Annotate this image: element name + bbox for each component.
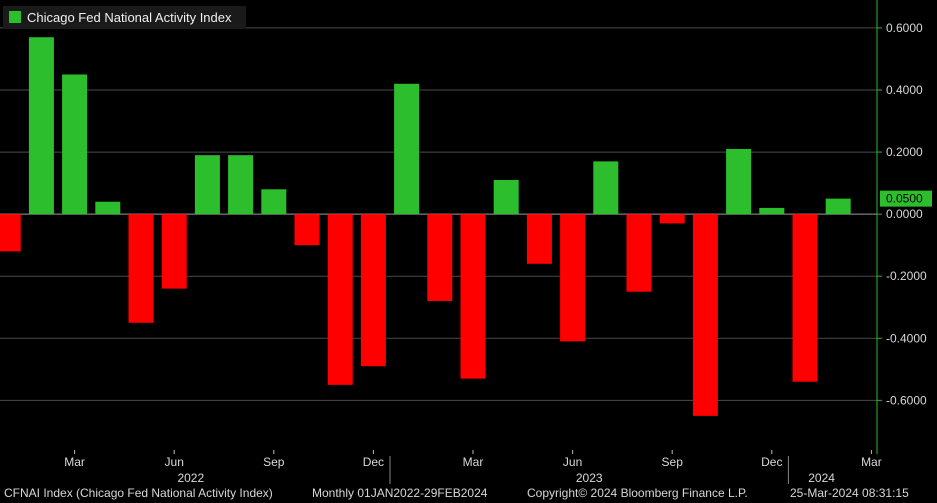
last-value-badge (880, 190, 932, 207)
y-tick-label: -0.4000 (886, 331, 927, 345)
bar (560, 214, 586, 342)
last-value-label: 0.0500 (886, 192, 923, 206)
bar (261, 189, 287, 215)
bar (0, 214, 21, 252)
bar (626, 214, 652, 292)
year-label: 2022 (177, 471, 204, 484)
y-tick-label: -0.2000 (886, 269, 927, 283)
footer-copyright: Copyright© 2024 Bloomberg Finance L.P. (527, 486, 748, 500)
year-label: 2023 (576, 471, 603, 484)
bar (593, 161, 619, 215)
chart-area: 0.6000 0.4000 0.2000 0.0000 -0.2000 -0.4000 -0… (0, 0, 932, 484)
bar (194, 155, 220, 215)
y-tick-label: -0.6000 (886, 393, 927, 407)
bar (460, 214, 486, 379)
bar (294, 214, 320, 246)
bar (825, 198, 851, 215)
legend-swatch (9, 11, 21, 23)
x-tick-label: Dec (363, 455, 384, 469)
y-tick-label: 0.6000 (886, 21, 923, 35)
y-tick-label: 0.2000 (886, 145, 923, 159)
legend-label: Chicago Fed National Activity Index (27, 9, 232, 25)
chart-legend: Chicago Fed National Activity Index (3, 6, 246, 28)
bar (28, 37, 54, 215)
bar (726, 148, 752, 215)
bar (360, 214, 386, 367)
bar (792, 214, 818, 382)
x-tick-label: Jun (563, 455, 582, 469)
bar (659, 214, 685, 224)
year-label: 2024 (808, 471, 835, 484)
bar (526, 214, 552, 264)
x-tick-label: Mar (64, 455, 85, 469)
bar (228, 155, 254, 215)
x-tick-label: Mar (463, 455, 484, 469)
bar (161, 214, 187, 289)
x-tick-label: Sep (662, 455, 684, 469)
bar (394, 83, 420, 215)
bar (759, 207, 785, 215)
x-tick-label: Mar (861, 455, 882, 469)
footer-date-range: Monthly 01JAN2022-29FEB2024 (312, 486, 488, 500)
x-tick-label: Dec (761, 455, 782, 469)
bar (62, 74, 88, 215)
y-tick-label: 0.4000 (886, 83, 923, 97)
x-tick-label: Sep (263, 455, 285, 469)
bar (128, 214, 154, 323)
bar (95, 201, 121, 215)
bar (327, 214, 353, 385)
y-tick-label: 0.0000 (886, 207, 923, 221)
bar (692, 214, 718, 416)
footer-series-name: CFNAI Index (Chicago Fed National Activi… (4, 486, 273, 500)
bar (493, 180, 519, 215)
x-tick-label: Jun (165, 455, 184, 469)
footer-timestamp: 25-Mar-2024 08:31:15 (790, 486, 909, 500)
bar (427, 214, 453, 302)
